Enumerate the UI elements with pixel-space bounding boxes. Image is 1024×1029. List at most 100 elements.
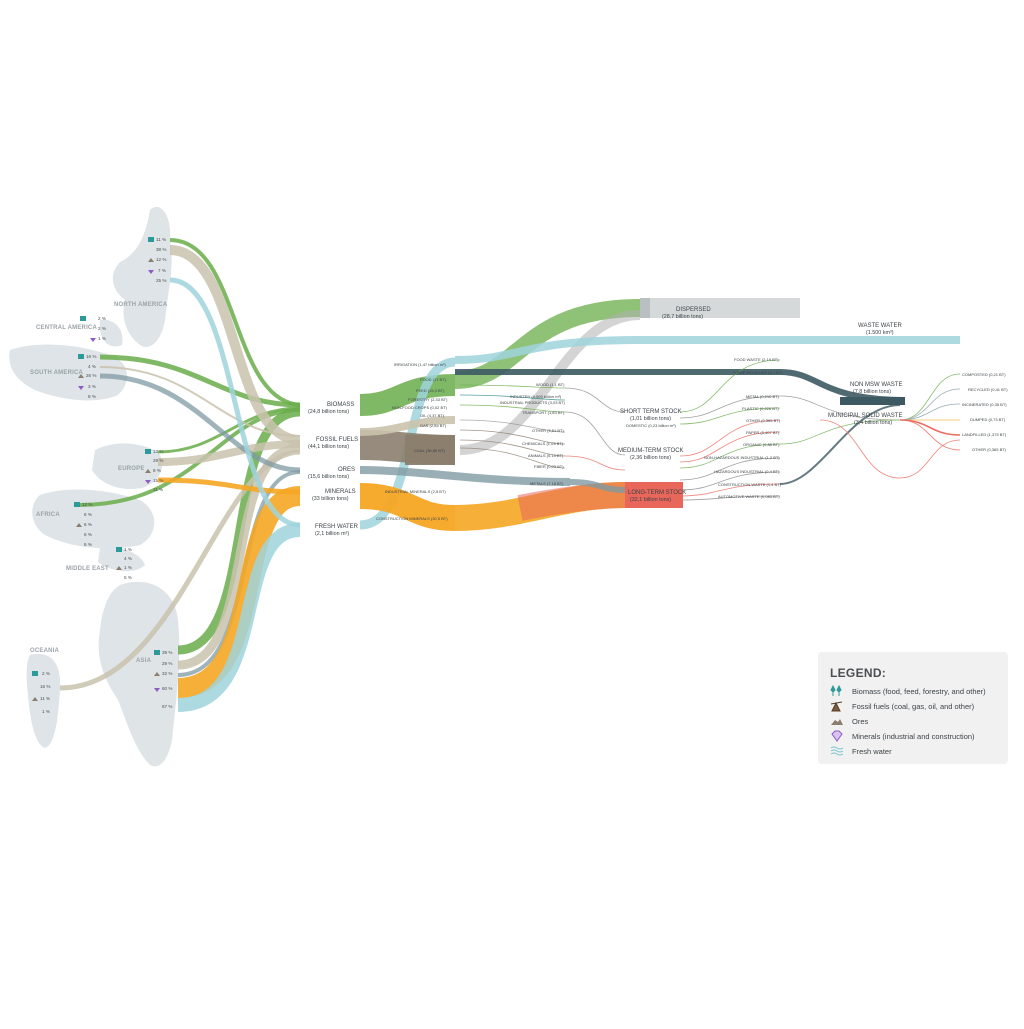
stat-oc-water: 1 % xyxy=(42,709,50,714)
stat-na-ores: 12 % xyxy=(156,257,166,262)
stat-ca-minerals: 1 % xyxy=(98,336,106,341)
stat-eu-water: 11 % xyxy=(153,487,163,492)
label-transport: TRANSPORT (1,83 BT) xyxy=(522,410,565,415)
flow-sa-fossil xyxy=(99,366,301,437)
stat-asia-water: 67 % xyxy=(162,704,172,709)
flow-sa-ores xyxy=(99,373,301,473)
medium-term-title: MEDIUM-TERM STOCK xyxy=(618,448,684,454)
flow-to-dispersed xyxy=(454,299,641,389)
flow-crop-residue xyxy=(455,368,906,403)
stat-ca-fossil: 2 % xyxy=(98,326,106,331)
stat-asia-biomass: 39 % xyxy=(162,650,172,655)
region-oceania: OCEANIA xyxy=(30,648,60,654)
legend-label-water: Fresh water xyxy=(852,746,892,756)
flow-eu-biomass xyxy=(157,406,301,454)
region-asia: ASIA xyxy=(136,658,152,664)
thin-links xyxy=(459,359,961,501)
label-landfilled: LANDFILLED (1,375 BT) xyxy=(962,432,1007,437)
stat-na-minerals: 7 % xyxy=(158,268,166,273)
dispersed-value: (28,7 billion tons) xyxy=(662,314,703,320)
label-organic: ORGANIC (0,88 BT) xyxy=(743,442,780,447)
label-haz: HAZARDOUS INDUSTRIAL (0,4 BT) xyxy=(714,469,780,474)
biomass-title: BIOMASS xyxy=(327,402,354,408)
water-value: (2,1 billion m³) xyxy=(315,531,349,537)
flow-long-term-band xyxy=(517,482,626,521)
flow-waste-water xyxy=(454,336,960,364)
label-construction: CONSTRUCTION WASTE (1,4 BT) xyxy=(718,482,782,487)
stat-ca-biomass: 2 % xyxy=(98,316,106,321)
legend-item-fossil: Fossil fuels (coal, gas, oil, and other) xyxy=(830,699,974,713)
label-oil: OIL (4,37 BT) xyxy=(420,413,445,418)
stat-sa-fossil: 4 % xyxy=(88,364,96,369)
label-industrial-products: INDUSTRIAL PRODUCTS (3,03 BT) xyxy=(500,400,566,405)
waste-labels: FOOD WASTE (2,19 BT) METAL (0,210 BT) PL… xyxy=(704,357,902,499)
ores-value: (15,6 billion tons) xyxy=(308,474,349,480)
label-incinerated: INCINERATED (0,35 BT) xyxy=(962,402,1007,407)
stat-asia-fossil: 29 % xyxy=(162,661,172,666)
world-map xyxy=(9,206,180,767)
msw-title: MUNICIPAL SOLID WASTE xyxy=(828,413,902,419)
stat-oc-fossil: 16 % xyxy=(40,684,50,689)
stat-oc-ores: 11 % xyxy=(40,696,50,701)
stat-eu-minerals: 15 % xyxy=(153,478,163,483)
label-ind-minerals: INDUSTRIAL MINERALS (2,5 BT) xyxy=(385,489,446,494)
map-europe xyxy=(92,443,163,490)
dispersed-title: DISPERSED xyxy=(676,307,711,313)
flow-biomass-streams xyxy=(359,374,456,416)
source-labels: BIOMASS (24,8 billion tons) FOSSIL FUELS… xyxy=(308,402,359,537)
stat-af-ores: 6 % xyxy=(84,522,92,527)
stat-me-minerals: 5 % xyxy=(124,575,132,580)
region-south-america: SOUTH AMERICA xyxy=(30,370,84,376)
region-middle-east: MIDDLE EAST xyxy=(66,566,109,572)
flows xyxy=(59,238,961,712)
stat-na-fossil: 38 % xyxy=(156,247,166,252)
biomass-value: (24,8 billion tons) xyxy=(308,409,349,415)
nonmsw-title: NON MSW WASTE xyxy=(850,382,902,388)
stat-na-biomass: 11 % xyxy=(156,237,166,242)
label-irrigation: IRRIGATION (1,47 billion m³) xyxy=(394,362,446,367)
tree-icon xyxy=(32,237,160,676)
ore-mound-icon xyxy=(32,258,160,701)
stat-eu-biomass: 13 % xyxy=(153,449,163,454)
stat-af-water: 6 % xyxy=(84,542,92,547)
legend-title: LEGEND: xyxy=(830,666,887,680)
flow-na-fossil xyxy=(169,245,301,445)
ores-title: ORES xyxy=(338,467,355,473)
label-crop-residues: CROP RESIDUES (4,7 BT) xyxy=(734,370,783,375)
region-stats: 11 % 38 % 12 % 7 % 25 % 2 % 2 % 1 % 16 %… xyxy=(40,237,172,714)
label-constr-minerals: CONSTRUCTION MINERALS (30,5 BT) xyxy=(376,516,448,521)
stat-sa-water: 8 % xyxy=(88,394,96,399)
node-dispersed xyxy=(640,298,650,318)
label-feed: FEED (15,3 BT) xyxy=(416,388,445,393)
stat-na-water: 25 % xyxy=(156,278,166,283)
flow-ores-metals xyxy=(359,466,571,486)
map-africa xyxy=(32,489,155,549)
label-recycled: RECYCLED (0,41 BT) xyxy=(968,387,1008,392)
wastewater-value: (1.500 km³) xyxy=(866,330,894,336)
label-nonfood: NON-FOOD CROPS (0,02 BT) xyxy=(392,405,448,410)
medium-term-value: (2,36 billion tons) xyxy=(630,455,671,461)
map-north-america xyxy=(112,206,172,348)
stat-icons xyxy=(32,237,160,701)
legend: LEGEND: Biomass (food, feed, forestry, a… xyxy=(818,652,1008,764)
label-other-treatment: OTHER (0,365 BT) xyxy=(972,447,1007,452)
label-gas: GAS (2,84 BT) xyxy=(420,423,447,428)
label-domestic: DOMESTIC (0,23 billion m³) xyxy=(626,423,676,428)
label-coal: COAL (36,89 BT) xyxy=(414,448,445,453)
stream-labels: IRRIGATION (1,47 billion m³) FOOD (17 BT… xyxy=(376,362,448,521)
stat-oc-biomass: 2 % xyxy=(42,671,50,676)
label-other-waste: OTHER (0,365 BT) xyxy=(746,418,781,423)
flow-na-water xyxy=(169,277,301,528)
label-animals: ANIMALS (0,15 BT) xyxy=(528,453,564,458)
region-europe: EUROPE xyxy=(118,466,145,472)
legend-item-minerals: Minerals (industrial and construction) xyxy=(830,729,975,743)
stat-sa-minerals: 3 % xyxy=(88,384,96,389)
long-term-value: (32,1 billion tons) xyxy=(630,497,671,503)
stock-labels: DISPERSED (28,7 billion tons) WASTE WATE… xyxy=(618,307,902,503)
tree-icon xyxy=(830,684,844,697)
gem-icon xyxy=(78,270,160,692)
stat-sa-ores: 26 % xyxy=(86,373,96,378)
region-north-america: NORTH AMERICA xyxy=(114,302,168,308)
